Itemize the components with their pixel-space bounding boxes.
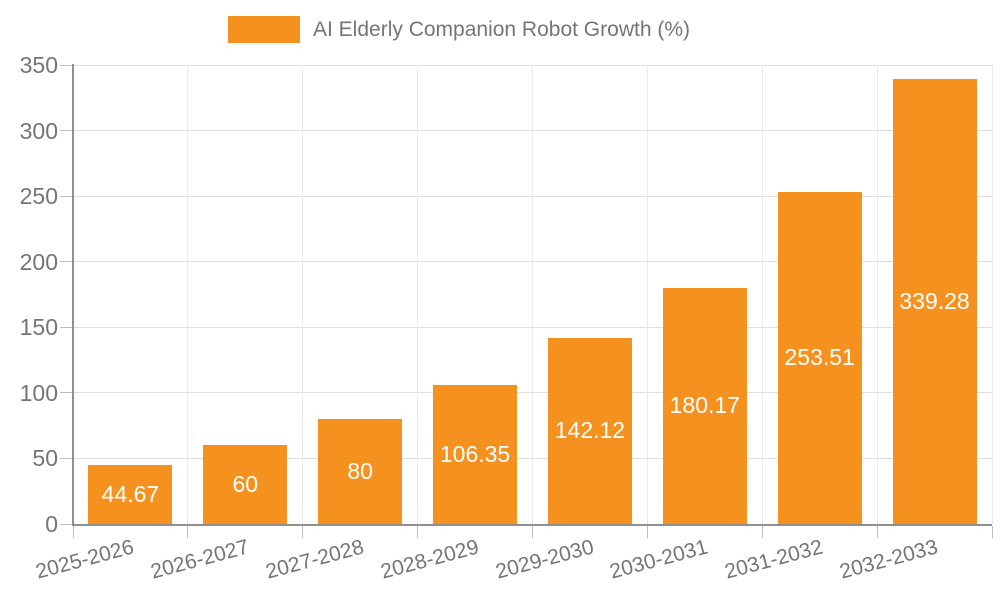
- x-gridline: [532, 65, 533, 524]
- bar-value-label: 253.51: [784, 344, 855, 371]
- bar-2029-2030[interactable]: 142.12: [547, 337, 632, 524]
- bar-value-label: 339.28: [899, 288, 970, 315]
- y-axis-label: 0: [45, 511, 58, 537]
- x-axis-label: 2028-2029: [377, 535, 481, 584]
- bar-2028-2029[interactable]: 106.35: [433, 384, 518, 524]
- y-tick-mark: [60, 195, 73, 197]
- bar-value-label: 80: [347, 458, 373, 485]
- x-axis-label: 2031-2032: [722, 535, 826, 584]
- y-tick-mark: [60, 64, 73, 66]
- legend[interactable]: AI Elderly Companion Robot Growth (%): [228, 16, 690, 43]
- x-gridline: [417, 65, 419, 524]
- legend-swatch: [228, 16, 300, 43]
- bar-2027-2028[interactable]: 80: [318, 419, 403, 524]
- y-tick-mark: [60, 523, 73, 525]
- x-tick-mark: [187, 526, 189, 538]
- y-tick-mark: [60, 130, 73, 132]
- x-tick-mark: [302, 526, 304, 538]
- legend-label: AI Elderly Companion Robot Growth (%): [313, 18, 690, 41]
- bar-2026-2027[interactable]: 60: [203, 445, 288, 524]
- bar-value-label: 44.67: [101, 481, 160, 508]
- x-axis-label: 2030-2031: [607, 535, 711, 584]
- y-axis-label: 250: [19, 183, 58, 210]
- bar-value-label: 180.17: [669, 392, 740, 419]
- x-tick-mark: [532, 526, 533, 538]
- x-gridline: [761, 65, 763, 524]
- x-tick-mark: [761, 526, 763, 538]
- x-axis-label: 2029-2030: [492, 535, 596, 584]
- y-axis-line: [72, 64, 74, 524]
- y-axis-label: 50: [32, 445, 58, 472]
- x-tick-mark: [417, 526, 419, 538]
- x-gridline: [302, 65, 304, 524]
- bar-2030-2031[interactable]: 180.17: [662, 287, 747, 524]
- bar-value-label: 60: [232, 471, 259, 498]
- bar-2032-2033[interactable]: 339.28: [892, 79, 977, 524]
- x-tick-mark: [991, 526, 993, 538]
- y-tick-mark: [60, 392, 73, 394]
- y-axis-label: 350: [19, 52, 58, 78]
- x-gridline: [187, 65, 189, 524]
- x-tick-mark: [876, 526, 878, 538]
- bar-value-label: 142.12: [554, 417, 626, 444]
- x-gridline: [646, 65, 648, 524]
- y-axis-label: 150: [19, 314, 58, 341]
- x-axis-label: 2025-2026: [33, 535, 137, 584]
- y-axis-label: 300: [19, 117, 58, 144]
- x-tick-mark: [72, 526, 74, 538]
- x-axis-label: 2032-2033: [837, 535, 941, 584]
- y-axis-label: 100: [19, 379, 58, 406]
- x-axis-label: 2026-2027: [148, 535, 252, 584]
- x-gridline: [991, 65, 993, 524]
- bar-2025-2026[interactable]: 44.67: [88, 465, 173, 524]
- y-tick-mark: [60, 326, 73, 328]
- x-axis-line: [72, 524, 992, 526]
- x-gridline: [876, 65, 878, 524]
- bar-2031-2032[interactable]: 253.51: [777, 191, 862, 524]
- y-axis-label: 200: [19, 248, 58, 275]
- x-tick-mark: [646, 526, 648, 538]
- y-tick-mark: [60, 261, 73, 263]
- x-axis-label: 2027-2028: [263, 535, 367, 584]
- bar-value-label: 106.35: [439, 440, 511, 467]
- y-tick-mark: [60, 457, 73, 459]
